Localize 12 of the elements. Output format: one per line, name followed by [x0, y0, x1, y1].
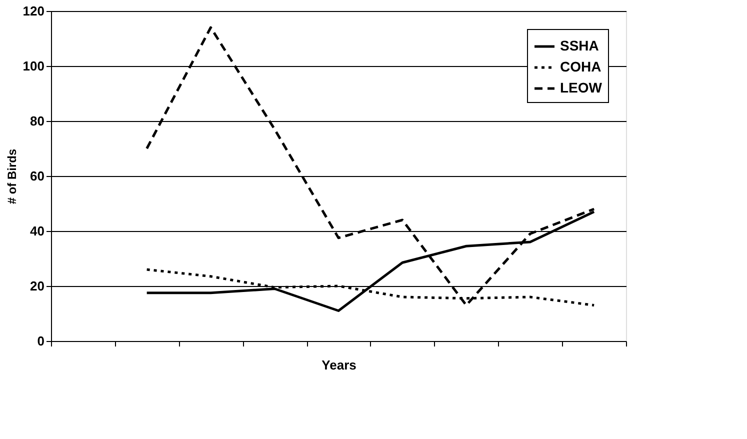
y-tick-label: 100	[22, 58, 44, 74]
y-tick-label: 40	[30, 224, 44, 238]
x-axis-title: Years	[322, 358, 356, 373]
y-tick-label: 60	[30, 168, 44, 184]
legend-label: SSHA	[560, 38, 599, 54]
y-tick-label: 120	[22, 4, 44, 18]
legend-label: COHA	[560, 58, 602, 74]
y-tick-label: 80	[30, 114, 44, 128]
legend-label: LEOW	[560, 80, 603, 96]
y-tick-label: 20	[30, 278, 44, 294]
y-axis-title: # of Birds	[4, 148, 19, 204]
y-tick-label: 0	[37, 334, 44, 348]
